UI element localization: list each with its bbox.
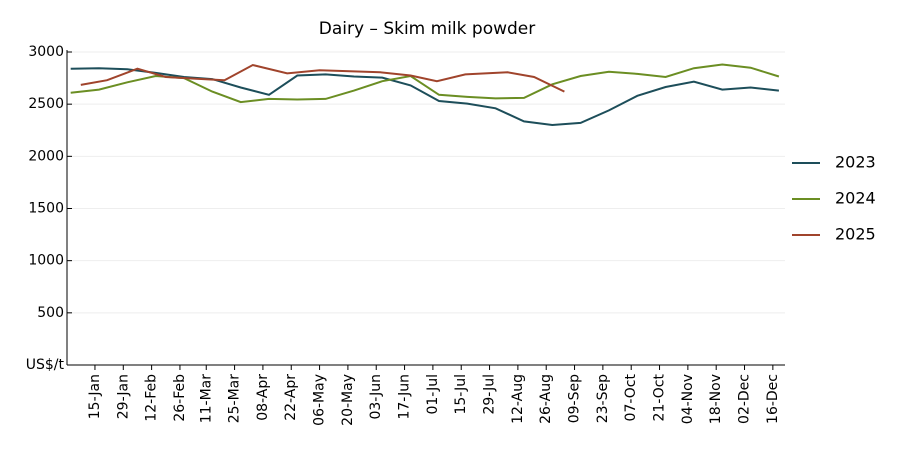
x-tick-label: 12-Aug <box>510 374 526 424</box>
x-tick-label: 29-Jan <box>115 374 131 419</box>
legend-label: 2024 <box>835 189 876 208</box>
x-tick-label: 20-May <box>340 374 356 426</box>
series-line <box>70 63 780 104</box>
x-tick-label: 29-Jul <box>482 374 498 415</box>
y-tick-label: 2000 <box>28 148 64 164</box>
chart-title: Dairy – Skim milk powder <box>319 19 536 39</box>
x-tick-label: 18-Nov <box>708 374 724 424</box>
legend-label: 2023 <box>835 153 876 172</box>
x-tick-label: 23-Sep <box>595 374 611 423</box>
x-tick-label: 02-Dec <box>737 374 753 424</box>
y-tick-label: 1000 <box>28 253 64 269</box>
x-tick-label: 15-Jan <box>87 374 103 419</box>
y-tick-label: 500 <box>37 305 64 321</box>
x-tick-label: 09-Sep <box>567 374 583 423</box>
x-tick-label: 11-Mar <box>198 374 214 424</box>
y-tick-label: 3000 <box>28 44 64 60</box>
x-tick-label: 21-Oct <box>652 373 668 421</box>
x-tick-label: 04-Nov <box>680 374 696 424</box>
x-tick-label: 17-Jun <box>397 374 413 420</box>
x-tick-label: 12-Feb <box>144 374 160 422</box>
series-line <box>80 63 565 93</box>
x-tick-label: 07-Oct <box>623 373 639 421</box>
x-tick-label: 08-Apr <box>255 374 271 421</box>
x-tick-label: 26-Feb <box>172 374 188 422</box>
legend-label: 2025 <box>835 225 876 244</box>
x-tick-label: 01-Jul <box>425 374 441 415</box>
y-tick-label: US$/t <box>26 357 65 373</box>
y-tick-label: 1500 <box>28 201 64 217</box>
x-tick-label: 25-Mar <box>227 374 243 424</box>
x-tick-label: 26-Aug <box>538 374 554 424</box>
x-tick-label: 06-May <box>312 374 328 426</box>
x-tick-label: 16-Dec <box>765 374 781 424</box>
x-tick-label: 03-Jun <box>368 374 384 420</box>
x-tick-label: 15-Jul <box>453 374 469 415</box>
x-tick-label: 22-Apr <box>283 374 299 421</box>
y-tick-label: 2500 <box>28 96 64 112</box>
